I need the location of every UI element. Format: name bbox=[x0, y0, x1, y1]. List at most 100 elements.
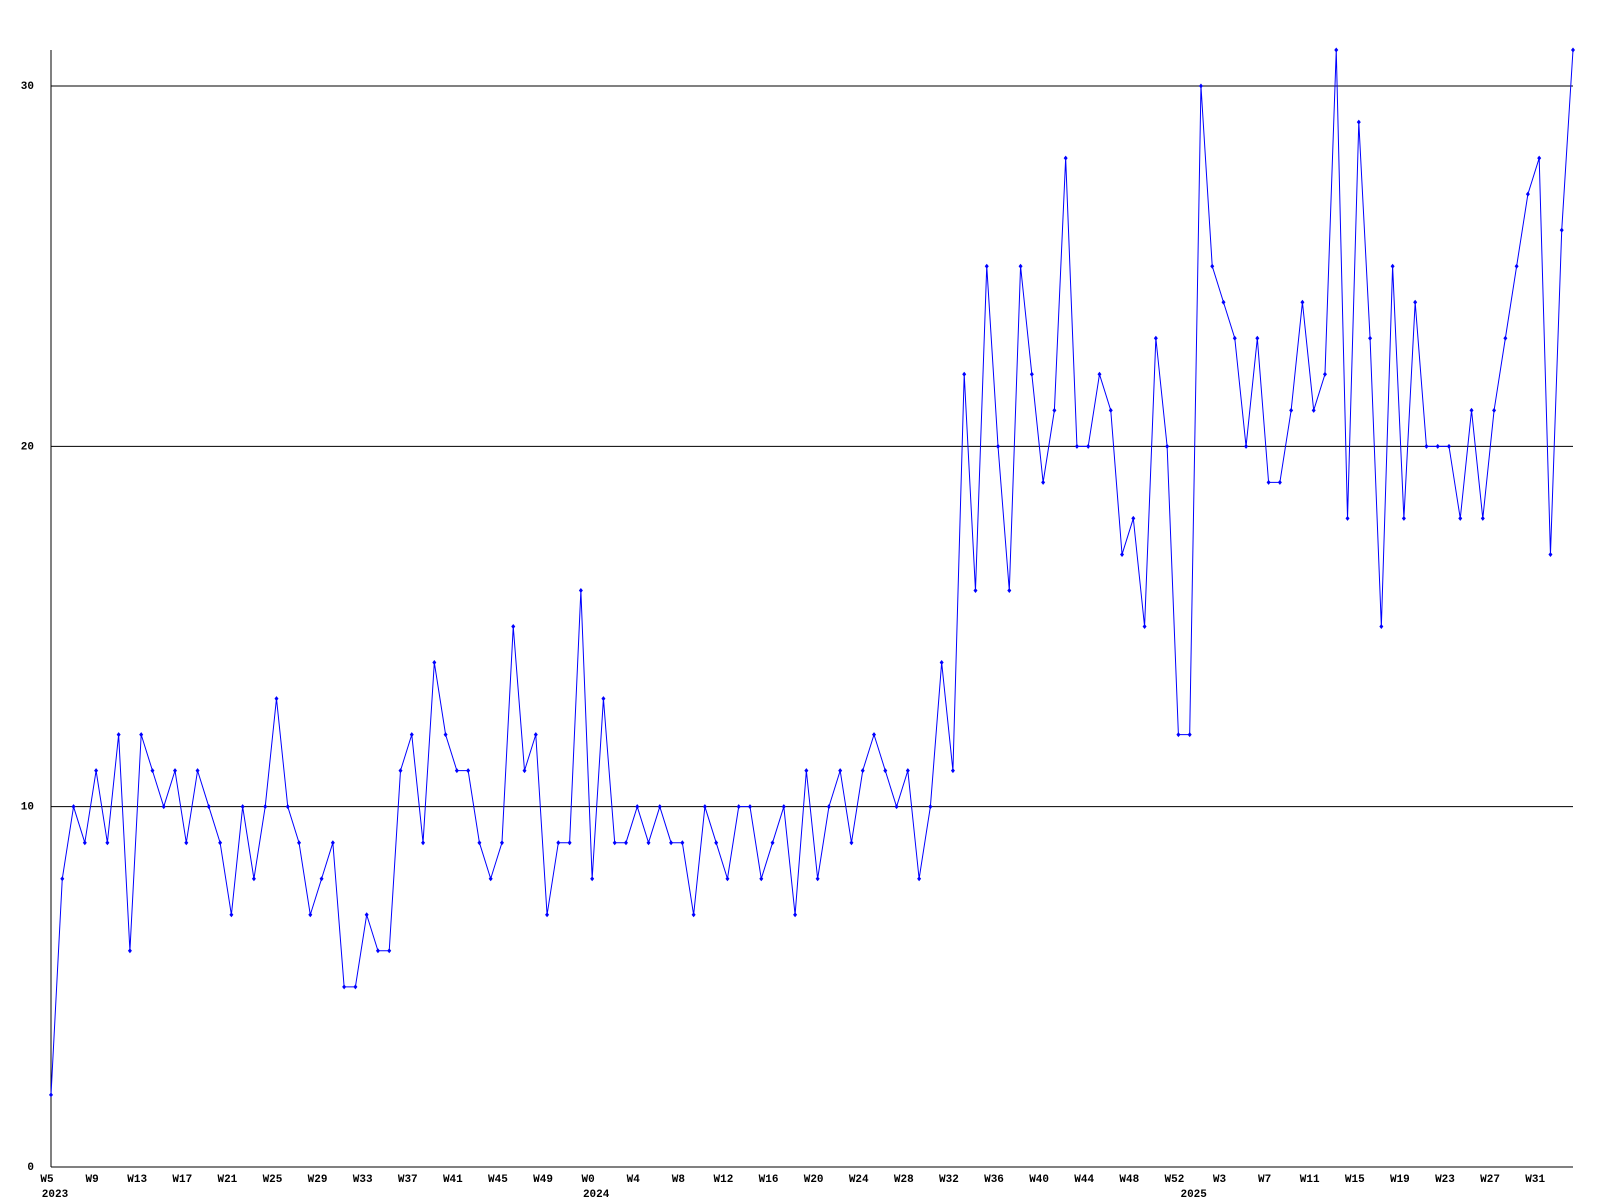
data-point bbox=[1300, 299, 1305, 305]
x-tick-label: W27 bbox=[1480, 1174, 1500, 1186]
x-tick-label: W31 bbox=[1525, 1174, 1545, 1186]
data-point bbox=[1345, 515, 1350, 521]
data-point bbox=[646, 840, 651, 846]
data-point bbox=[950, 768, 955, 774]
data-point bbox=[409, 732, 414, 738]
data-point bbox=[71, 804, 76, 810]
data-point bbox=[815, 876, 820, 882]
data-line bbox=[50, 49, 1574, 1095]
data-point bbox=[1413, 299, 1418, 305]
data-point bbox=[1322, 371, 1327, 377]
y-tick-label: 10 bbox=[21, 802, 34, 814]
x-tick-label: W17 bbox=[172, 1174, 192, 1186]
data-point bbox=[996, 443, 1001, 449]
data-point bbox=[127, 948, 132, 954]
data-point bbox=[375, 948, 380, 954]
data-point bbox=[691, 912, 696, 918]
data-point bbox=[1311, 407, 1316, 413]
data-point bbox=[1446, 443, 1451, 449]
data-point bbox=[1469, 407, 1474, 413]
y-tick-label: 20 bbox=[21, 441, 34, 453]
data-point bbox=[1514, 263, 1519, 269]
x-tick-label: W19 bbox=[1390, 1174, 1410, 1186]
data-point bbox=[353, 984, 358, 990]
data-point bbox=[793, 912, 798, 918]
x-tick-label: W32 bbox=[939, 1174, 959, 1186]
data-point bbox=[1277, 479, 1282, 485]
x-tick-label: W23 bbox=[1435, 1174, 1455, 1186]
x-tick-label: W15 bbox=[1345, 1174, 1365, 1186]
data-point bbox=[973, 587, 978, 593]
x-tick-label: W13 bbox=[127, 1174, 147, 1186]
x-tick-label: W20 bbox=[804, 1174, 824, 1186]
x-tick-label: W11 bbox=[1300, 1174, 1320, 1186]
data-point bbox=[1074, 443, 1079, 449]
data-point bbox=[601, 696, 606, 702]
x-tick-label: W29 bbox=[308, 1174, 328, 1186]
data-point bbox=[1424, 443, 1429, 449]
x-tick-label: W7 bbox=[1258, 1174, 1271, 1186]
data-point bbox=[94, 768, 99, 774]
data-point bbox=[635, 804, 640, 810]
data-point bbox=[342, 984, 347, 990]
data-point bbox=[1097, 371, 1102, 377]
data-point bbox=[1052, 407, 1057, 413]
year-label: 2023 bbox=[42, 1189, 69, 1200]
data-point bbox=[962, 371, 967, 377]
data-point bbox=[928, 804, 933, 810]
data-point bbox=[1356, 119, 1361, 125]
data-point bbox=[838, 768, 843, 774]
year-label: 2025 bbox=[1180, 1189, 1207, 1200]
data-point bbox=[1480, 515, 1485, 521]
data-point bbox=[1198, 83, 1203, 89]
data-point bbox=[263, 804, 268, 810]
x-tick-label: W3 bbox=[1213, 1174, 1227, 1186]
data-point bbox=[364, 912, 369, 918]
x-tick-label: W0 bbox=[582, 1174, 595, 1186]
data-point bbox=[1503, 335, 1508, 341]
data-point bbox=[984, 263, 989, 269]
data-point bbox=[702, 804, 707, 810]
data-point bbox=[229, 912, 234, 918]
data-point bbox=[432, 660, 437, 666]
data-point bbox=[60, 876, 65, 882]
data-point bbox=[1232, 335, 1237, 341]
data-point bbox=[872, 732, 877, 738]
data-point bbox=[894, 804, 899, 810]
data-point bbox=[387, 948, 392, 954]
data-point bbox=[826, 804, 831, 810]
data-point bbox=[499, 840, 504, 846]
data-point bbox=[556, 840, 561, 846]
data-point bbox=[669, 840, 674, 846]
x-tick-label: W45 bbox=[488, 1174, 508, 1186]
data-point bbox=[443, 732, 448, 738]
data-point bbox=[1368, 335, 1373, 341]
x-tick-label: W36 bbox=[984, 1174, 1004, 1186]
x-tick-label: W9 bbox=[85, 1174, 98, 1186]
data-point bbox=[623, 840, 628, 846]
data-point bbox=[308, 912, 313, 918]
data-point bbox=[1525, 191, 1530, 197]
data-point bbox=[454, 768, 459, 774]
x-tick-label: W16 bbox=[759, 1174, 779, 1186]
data-point bbox=[139, 732, 144, 738]
data-point bbox=[466, 768, 471, 774]
x-tick-label: W49 bbox=[533, 1174, 553, 1186]
data-point bbox=[849, 840, 854, 846]
data-point bbox=[184, 840, 189, 846]
data-point bbox=[1559, 227, 1564, 233]
data-point bbox=[330, 840, 335, 846]
data-point bbox=[1255, 335, 1260, 341]
data-point bbox=[1458, 515, 1463, 521]
data-point bbox=[206, 804, 211, 810]
x-tick-label: W21 bbox=[217, 1174, 237, 1186]
data-point bbox=[173, 768, 178, 774]
x-tick-label: W48 bbox=[1119, 1174, 1139, 1186]
data-point bbox=[240, 804, 245, 810]
x-tick-label: W28 bbox=[894, 1174, 914, 1186]
data-point bbox=[297, 840, 302, 846]
data-point bbox=[1187, 732, 1192, 738]
data-point bbox=[1571, 47, 1575, 53]
data-point bbox=[105, 840, 110, 846]
